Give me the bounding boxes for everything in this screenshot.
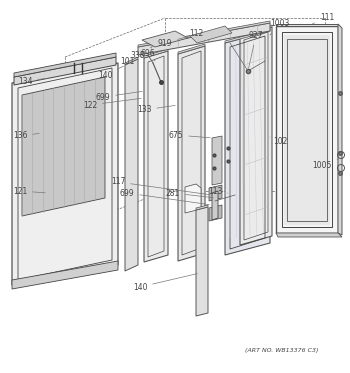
Text: 919: 919 [158, 34, 197, 47]
Polygon shape [125, 57, 138, 65]
Polygon shape [190, 26, 232, 43]
Polygon shape [209, 185, 222, 201]
Polygon shape [276, 24, 338, 26]
Text: 699: 699 [96, 91, 142, 101]
Text: 113: 113 [208, 186, 228, 195]
Polygon shape [22, 77, 105, 216]
Text: 111: 111 [313, 13, 334, 24]
Polygon shape [142, 31, 188, 47]
Text: 102: 102 [270, 137, 287, 145]
Text: 699: 699 [120, 188, 209, 205]
Polygon shape [125, 59, 138, 271]
Polygon shape [196, 205, 208, 210]
Polygon shape [196, 207, 208, 316]
Polygon shape [138, 21, 270, 47]
Polygon shape [276, 233, 342, 237]
Text: 136: 136 [13, 132, 39, 141]
Text: 140: 140 [133, 274, 197, 292]
Text: 112: 112 [189, 28, 210, 41]
Text: 121: 121 [13, 186, 45, 195]
Polygon shape [240, 25, 272, 36]
Polygon shape [12, 261, 118, 289]
Polygon shape [178, 46, 205, 261]
Text: 122: 122 [83, 98, 141, 110]
Polygon shape [14, 57, 116, 85]
Polygon shape [240, 27, 272, 245]
Text: 927: 927 [248, 31, 263, 68]
Text: 133: 133 [137, 106, 175, 115]
Polygon shape [276, 26, 338, 233]
Text: 281: 281 [166, 188, 213, 198]
Polygon shape [284, 35, 330, 225]
Text: 117: 117 [111, 178, 209, 195]
Polygon shape [225, 29, 270, 43]
Text: (ART NO. WB13376 C3): (ART NO. WB13376 C3) [245, 348, 318, 353]
Text: 134: 134 [18, 76, 47, 85]
Text: 1003: 1003 [270, 19, 290, 35]
Text: 1005: 1005 [312, 159, 338, 169]
Text: 140: 140 [98, 66, 124, 79]
Polygon shape [209, 205, 222, 221]
Polygon shape [14, 53, 116, 77]
Text: 101: 101 [120, 56, 142, 66]
Polygon shape [212, 136, 222, 185]
Polygon shape [12, 63, 118, 285]
Polygon shape [144, 49, 168, 58]
Polygon shape [338, 24, 342, 235]
Text: 338: 338 [131, 46, 153, 60]
Text: 696: 696 [141, 48, 155, 61]
Polygon shape [178, 44, 205, 54]
Polygon shape [144, 51, 168, 262]
Polygon shape [185, 184, 201, 213]
Polygon shape [138, 23, 270, 55]
Polygon shape [212, 191, 218, 220]
Text: 675: 675 [169, 131, 210, 140]
Polygon shape [225, 31, 270, 255]
